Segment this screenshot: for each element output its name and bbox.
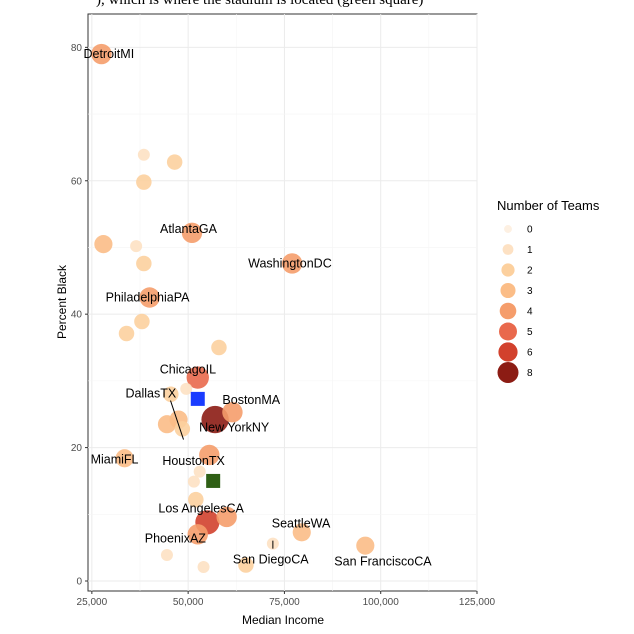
city-label: PhiladelphiaPA	[106, 290, 191, 304]
city-label: WashingtonDC	[248, 256, 332, 270]
legend-swatch	[499, 322, 517, 341]
legend: Number of Teams 0 1 2 3 4 5 6 8	[497, 198, 600, 383]
city-point	[137, 148, 150, 161]
city-label: San FranciscoCA	[334, 555, 432, 569]
city-point	[199, 444, 220, 466]
highlight-square	[206, 473, 221, 488]
legend-swatch	[504, 225, 512, 233]
x-axis-ticks: 25,000 50,000 75,000 100,000 125,000	[77, 591, 496, 608]
city-point	[180, 382, 193, 395]
city-label: ChicagoIL	[160, 363, 216, 377]
city-point	[136, 255, 152, 272]
x-tick-label: 25,000	[77, 597, 108, 608]
city-point	[292, 523, 311, 542]
city-point	[186, 366, 209, 389]
highlight-markers	[190, 391, 221, 488]
city-point	[187, 524, 208, 545]
legend-swatch	[497, 362, 519, 383]
y-tick-label: 60	[71, 176, 83, 187]
legend-label: 4	[527, 307, 533, 318]
x-axis-title: Median Income	[242, 613, 324, 627]
city-point	[115, 449, 134, 468]
y-tick-label: 40	[71, 310, 83, 321]
x-tick-label: 100,000	[363, 597, 400, 608]
city-label: MiamiFL	[91, 452, 139, 466]
y-axis-ticks: 0 20 40 60 80	[71, 43, 88, 587]
legend-label: 2	[527, 266, 533, 277]
city-point	[136, 174, 152, 190]
city-point	[193, 465, 206, 478]
city-label: DetroitMI	[83, 47, 134, 61]
legend-swatch	[500, 282, 516, 299]
legend-label: 6	[527, 348, 533, 359]
city-point	[91, 43, 112, 65]
y-tick-label: 20	[71, 443, 83, 454]
city-point	[160, 548, 173, 561]
city-label: New YorkNY	[199, 421, 270, 435]
city-point	[166, 154, 183, 170]
x-tick-label: 50,000	[173, 597, 204, 608]
city-point	[216, 506, 237, 528]
legend-swatch	[501, 263, 515, 277]
city-point	[188, 491, 204, 508]
x-tick-label: 125,000	[459, 597, 496, 608]
city-point	[139, 287, 160, 308]
city-point	[197, 560, 210, 573]
city-labels: DetroitMI MiamiFL AtlantaGA WashingtonDC Phi…	[83, 47, 432, 569]
legend-label: 0	[527, 225, 533, 236]
city-label: San DiegoCA	[233, 553, 309, 567]
city-label: BostonMA	[222, 393, 280, 407]
city-point	[238, 557, 254, 573]
legend-swatch	[499, 302, 517, 320]
city-point	[134, 313, 150, 330]
city-point	[157, 415, 177, 434]
city-point	[130, 240, 143, 253]
y-tick-label: 0	[76, 576, 82, 587]
legend-label: 3	[527, 286, 533, 297]
dallas-leader-line	[170, 400, 184, 440]
city-point	[174, 421, 191, 437]
y-tick-label: 80	[71, 43, 83, 54]
legend-label: 8	[527, 368, 533, 379]
city-point	[181, 222, 203, 243]
label-leader-lines	[170, 400, 274, 549]
city-label: Los AngelesCA	[158, 501, 244, 515]
legend-swatch	[502, 244, 514, 255]
city-point	[211, 339, 227, 356]
city-label: AtlantaGA	[160, 222, 218, 236]
y-axis-title: Percent Black	[55, 264, 69, 339]
city-point	[201, 405, 229, 434]
city-point	[222, 402, 243, 423]
legend-label: 5	[527, 327, 533, 338]
legend-title: Number of Teams	[497, 198, 600, 213]
city-point	[94, 235, 113, 254]
city-label: SeattleWA	[272, 516, 331, 530]
city-label: HoustonTX	[162, 454, 225, 468]
gridlines	[88, 14, 478, 591]
city-point	[163, 386, 179, 402]
city-label: DallasTX	[126, 387, 177, 401]
cut-off-caption: ), which is where the stadium is located…	[96, 0, 423, 8]
x-tick-label: 75,000	[269, 597, 300, 608]
legend-swatch	[498, 342, 518, 362]
city-point	[356, 536, 375, 555]
city-point	[118, 325, 135, 342]
legend-label: 1	[527, 245, 533, 256]
city-point	[187, 475, 200, 488]
city-label: PhoenixAZ	[145, 531, 207, 545]
city-point	[281, 253, 303, 274]
data-points	[91, 43, 375, 573]
highlight-square	[190, 391, 205, 406]
